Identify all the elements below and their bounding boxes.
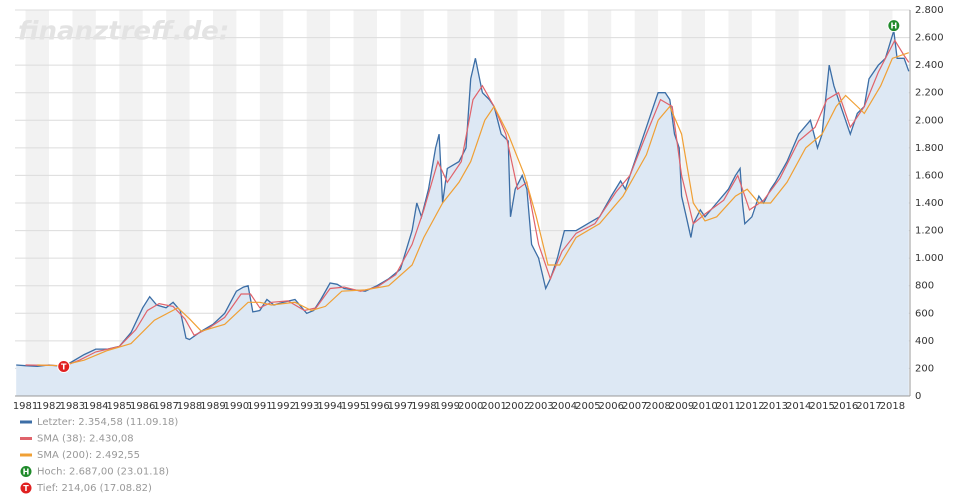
x-tick-label: 1995 [341, 401, 366, 412]
x-tick-label: 2008 [645, 401, 670, 412]
x-tick-label: 2017 [856, 401, 881, 412]
legend-marker-letter: T [23, 484, 29, 493]
y-tick-label: 400 [915, 336, 934, 347]
x-tick-label: 1983 [60, 401, 85, 412]
x-tick-label: 2009 [669, 401, 694, 412]
y-tick-label: 1.000 [915, 253, 944, 264]
extreme-marker [57, 359, 71, 373]
y-tick-label: 2.400 [915, 60, 944, 71]
x-tick-label: 1991 [247, 401, 272, 412]
y-tick-label: 1.400 [915, 198, 944, 209]
legend-marker [20, 466, 32, 477]
legend-label: SMA (200): 2.492,55 [37, 450, 140, 461]
x-tick-label: 1989 [200, 401, 225, 412]
x-tick-label: 1992 [271, 401, 296, 412]
series-line [25, 39, 910, 367]
x-tick-label: 1988 [177, 401, 202, 412]
legend-label: SMA (38): 2.430,08 [37, 434, 134, 445]
x-tick-label: 2013 [763, 401, 788, 412]
x-tick-label: 1981 [13, 401, 38, 412]
x-tick-label: 2006 [599, 401, 624, 412]
area [16, 30, 909, 396]
y-tick-label: 2.200 [915, 88, 944, 99]
y-tick-label: 0 [915, 391, 921, 402]
x-tick-label: 2011 [716, 401, 741, 412]
x-tick-label: 2014 [786, 401, 811, 412]
series-line [37, 52, 909, 367]
x-tick-label: 2005 [575, 401, 600, 412]
plot: HT [16, 19, 910, 396]
legend-label: Tief: 214,06 (17.08.82) [36, 483, 152, 494]
y-tick-label: 2.800 [915, 5, 944, 16]
x-tick-label: 1984 [83, 401, 108, 412]
x-tick-label: 2010 [692, 401, 717, 412]
x-tick-label: 1998 [411, 401, 436, 412]
marker-letter: H [890, 22, 897, 31]
axes: 1981198219831984198519861987198819891990… [13, 5, 944, 412]
y-tick-label: 2.000 [915, 115, 944, 126]
x-tick-label: 2004 [552, 401, 577, 412]
watermark: finanztreff.de: [18, 17, 229, 47]
x-tick-label: 1987 [153, 401, 178, 412]
x-tick-label: 2002 [505, 401, 530, 412]
x-tick-label: 1982 [36, 401, 61, 412]
y-tick-label: 1.600 [915, 170, 944, 181]
y-tick-label: 800 [915, 281, 934, 292]
y-tick-label: 200 [915, 363, 934, 374]
x-tick-label: 1997 [388, 401, 413, 412]
x-tick-label: 1990 [224, 401, 249, 412]
x-tick-label: 1999 [435, 401, 460, 412]
x-tick-label: 2003 [528, 401, 553, 412]
legend: Letzter: 2.354,58 (11.09.18) SMA (38): 2.… [20, 417, 178, 494]
series-line [16, 30, 910, 368]
extreme-marker [887, 19, 901, 33]
y-tick-label: 1.200 [915, 226, 944, 237]
x-tick-label: 1993 [294, 401, 319, 412]
x-tick-label: 1986 [130, 401, 155, 412]
marker-letter: T [61, 362, 67, 371]
y-tick-label: 1.800 [915, 143, 944, 154]
x-tick-label: 1985 [107, 401, 132, 412]
legend-label: Hoch: 2.687,00 (23.01.18) [37, 467, 169, 478]
x-tick-label: 2001 [481, 401, 506, 412]
legend-marker [20, 482, 32, 494]
x-tick-label: 2016 [833, 401, 858, 412]
legend-marker-letter: H [23, 468, 30, 477]
legend-label: Letzter: 2.354,58 (11.09.18) [37, 417, 178, 428]
x-tick-label: 2015 [809, 401, 834, 412]
x-tick-label: 2007 [622, 401, 647, 412]
x-tick-label: 2000 [458, 401, 483, 412]
x-tick-label: 1996 [364, 401, 389, 412]
x-tick-label: 1994 [317, 401, 342, 412]
y-tick-label: 600 [915, 308, 934, 319]
x-tick-label: 2012 [739, 401, 764, 412]
y-tick-label: 2.600 [915, 33, 944, 44]
x-tick-label: 2018 [880, 401, 905, 412]
